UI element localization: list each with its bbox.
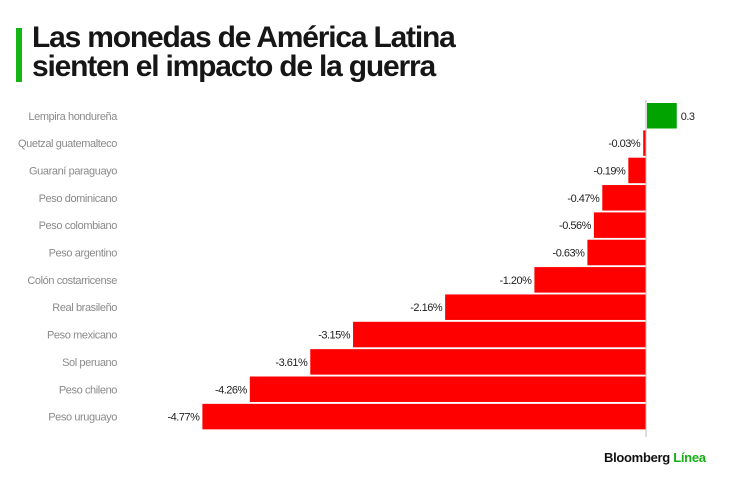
category-label: Quetzal guatemalteco: [18, 138, 117, 150]
value-label: -0.47%: [567, 193, 600, 205]
category-label: Real brasileño: [52, 302, 117, 314]
bar: [202, 403, 646, 430]
category-label: Sol peruano: [62, 357, 117, 369]
bar: [445, 294, 646, 320]
chart-title-line-2: sienten el impacto de la guerra: [32, 50, 436, 83]
brand-logo-bloomberg: Bloomberg: [604, 450, 670, 465]
bar: [602, 185, 646, 211]
value-label: -0.03%: [608, 138, 641, 150]
category-label: Colón costarricense: [27, 275, 117, 287]
brand-logo: Bloomberg Línea: [604, 450, 706, 465]
bar: [310, 349, 646, 375]
bar: [593, 212, 646, 238]
category-label: Guaraní paraguayo: [29, 165, 117, 177]
chart-title: Las monedas de América Latina sienten el…: [32, 21, 456, 83]
category-labels: Lempira hondureña Quetzal guatemalteco Gua…: [18, 111, 119, 424]
category-label: Peso colombiano: [39, 220, 118, 232]
category-label: Lempira hondureña: [28, 111, 118, 123]
value-label: -4.77%: [168, 412, 201, 424]
bar: [249, 376, 646, 402]
value-label: -2.16%: [410, 302, 443, 314]
value-label: -4.26%: [215, 384, 248, 396]
value-label: -0.19%: [593, 165, 626, 177]
bar: [534, 267, 646, 293]
bar: [353, 321, 646, 348]
category-label: Peso dominicano: [39, 193, 118, 205]
category-label: Peso chileno: [59, 384, 117, 396]
value-label: -3.61%: [275, 357, 308, 369]
bar: [628, 157, 646, 184]
value-labels: 0.3 -0.03% -0.19% -0.47% -0.56% -0.63% -1.20% -…: [168, 111, 696, 424]
title-accent-bar: [16, 28, 22, 82]
bar: [643, 130, 646, 156]
brand-logo-linea: Línea: [673, 450, 706, 465]
value-label: -1.20%: [500, 275, 533, 287]
category-label: Peso argentino: [49, 248, 118, 260]
bars: [202, 103, 677, 430]
value-label: -0.56%: [559, 220, 592, 232]
bar: [587, 239, 646, 266]
value-label: 0.3: [681, 111, 695, 123]
chart-title-line-1: Las monedas de América Latina: [32, 21, 456, 54]
category-label: Peso mexicano: [47, 330, 117, 342]
category-label: Peso uruguayo: [48, 412, 117, 424]
value-label: -3.15%: [318, 330, 351, 342]
value-label: -0.63%: [553, 248, 586, 260]
bar: [647, 103, 677, 129]
